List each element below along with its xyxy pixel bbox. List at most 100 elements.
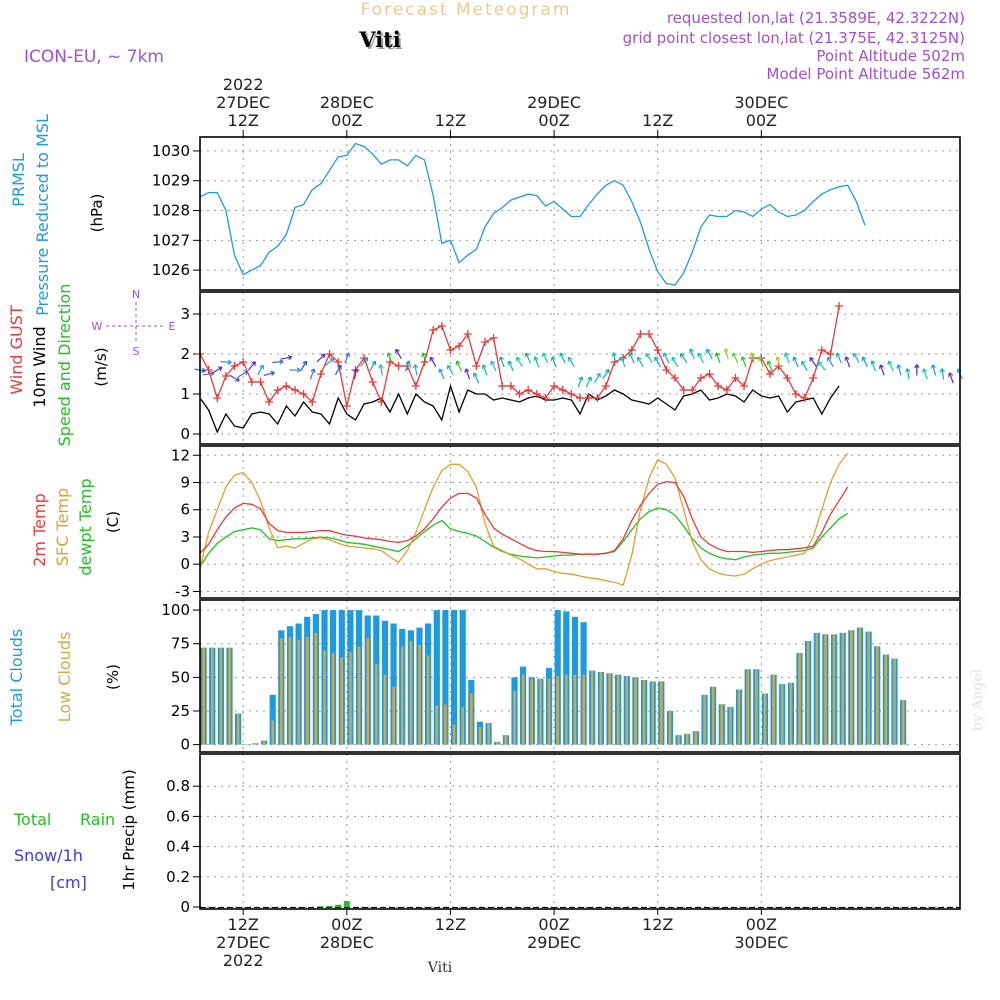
gust-marker	[411, 382, 420, 390]
compass-rose: N S W E	[92, 288, 176, 358]
wind-arrow	[567, 356, 575, 368]
watermark: by Angel	[970, 668, 986, 731]
wind-arrow	[611, 352, 617, 364]
bottom-time-label: 12Z	[642, 915, 673, 934]
low-cloud-bar	[677, 735, 680, 745]
pressure-line	[199, 142, 866, 286]
wind-arrow-shaft	[836, 352, 842, 364]
wind-arrow	[671, 356, 679, 368]
wind-arrow-shaft	[309, 368, 315, 380]
wind-arrow	[758, 356, 764, 368]
low-cloud-bar	[340, 657, 343, 745]
gust-marker	[334, 358, 343, 366]
gust-marker	[265, 398, 274, 406]
wind-arrow-head	[740, 356, 746, 361]
wind-arrow-head	[645, 352, 650, 358]
wind-arrow	[353, 368, 359, 380]
wind-arrow	[775, 356, 781, 368]
panel-precip-axes: 0 0.2 0.4 0.6 0.8	[166, 754, 960, 916]
temp-dewpt-label: dewpt Temp	[76, 478, 95, 575]
low-cloud-bar	[556, 676, 559, 745]
wind-arrow-head	[723, 348, 729, 353]
low-cloud-bar	[737, 689, 741, 745]
low-cloud-bar	[703, 694, 706, 745]
wind-arrow	[324, 357, 335, 366]
wind-arrow-shaft	[871, 360, 877, 372]
wind-arrow-shaft	[263, 371, 275, 377]
wind-arrow	[662, 352, 670, 364]
wind-arrow-head	[455, 360, 461, 366]
gust-marker	[679, 386, 688, 394]
gust-marker	[731, 374, 740, 382]
low-cloud-bar	[539, 678, 542, 745]
panel-frame	[199, 445, 961, 599]
wind-arrow	[835, 352, 842, 364]
gust-marker	[282, 382, 291, 390]
gust-marker	[377, 398, 386, 406]
wind-arrow-head	[507, 360, 513, 366]
wind-arrow	[844, 356, 851, 368]
gust-marker	[532, 390, 541, 398]
low-cloud-bar	[262, 740, 266, 745]
wind-arrow	[334, 364, 342, 376]
wind-arrow	[455, 360, 462, 372]
rain-bar	[326, 905, 333, 907]
low-cloud-bar	[651, 681, 654, 745]
wind-arrow	[723, 348, 729, 360]
wind-arrow-shaft	[888, 360, 894, 372]
wind-arrow	[490, 360, 497, 372]
wind-arrow-head	[688, 348, 694, 353]
low-cloud-bar	[867, 631, 870, 745]
wind-arrow-head	[578, 376, 584, 381]
gust-marker	[299, 390, 308, 398]
wind-arrow-shaft	[456, 360, 462, 372]
wind-arrow-shaft	[809, 357, 817, 367]
low-cloud-bar	[694, 731, 698, 745]
wind-arrow-head	[939, 368, 945, 373]
wind-arrow-shaft	[508, 360, 514, 372]
gust-marker	[316, 370, 325, 378]
wind-arrow-head	[516, 356, 521, 362]
wind-arrow-shaft	[247, 361, 256, 371]
wind-arrow-head	[378, 364, 384, 369]
wind-arrow-shaft	[447, 364, 454, 376]
low-cloud-bar	[219, 647, 223, 745]
wind-arrow	[472, 372, 480, 384]
rain-bar	[317, 906, 324, 908]
wind-arrow	[870, 360, 877, 372]
wind-arrow-shaft	[776, 356, 781, 368]
low-cloud-bar	[686, 733, 689, 745]
wind-arrow-head	[310, 368, 316, 373]
y-tick-label: 1028	[152, 202, 190, 220]
low-cloud-bar	[435, 705, 438, 745]
wind-arrow-shaft	[594, 372, 601, 384]
wind-arrow-shaft	[767, 360, 773, 372]
wind-arrow	[922, 368, 928, 380]
wind-arrow-head	[320, 353, 326, 359]
low-cloud-bar	[245, 744, 248, 746]
y-tick-label: 25	[171, 702, 190, 720]
low-cloud-bar	[280, 638, 283, 745]
wind-arrow-shaft	[257, 364, 264, 376]
low-cloud-bar	[582, 674, 585, 745]
wind-arrow-shaft	[941, 368, 945, 380]
gust-marker	[671, 374, 679, 382]
wind-arrow-head	[930, 364, 937, 369]
low-cloud-bar	[824, 634, 827, 745]
top-time-label: 2022	[223, 75, 264, 94]
y-tick-label: 0.2	[166, 868, 190, 886]
wind-arrow	[914, 364, 920, 376]
low-cloud-bar	[755, 669, 758, 745]
low-cloud-bar	[366, 638, 369, 745]
wind-arrow	[585, 376, 593, 388]
wind-arrow-head	[697, 352, 703, 358]
low-cloud-bar	[487, 723, 490, 745]
wind-arrow-head	[636, 356, 642, 362]
wind-arrow	[257, 364, 264, 376]
gust-marker	[506, 382, 515, 390]
gust-marker	[645, 330, 654, 338]
wind-arrow-shaft	[429, 356, 437, 368]
wind-arrow-shaft	[280, 356, 292, 360]
gust-marker	[558, 386, 567, 394]
top-time-label: 29DEC	[527, 93, 581, 112]
